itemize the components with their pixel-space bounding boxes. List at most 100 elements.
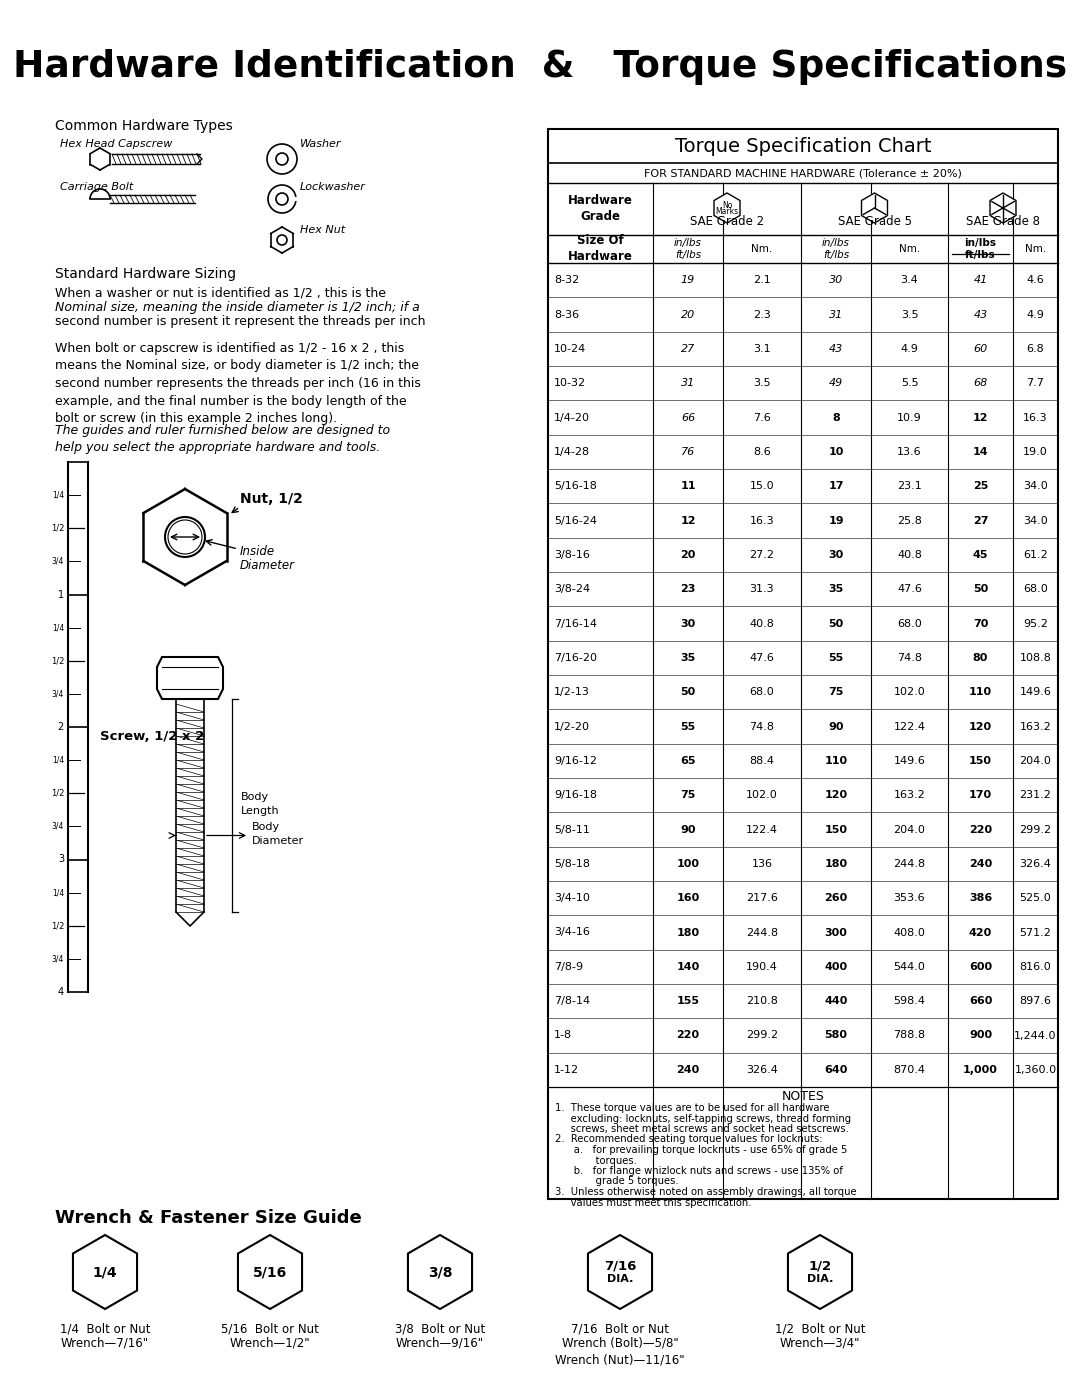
Text: 30: 30 [828,550,843,560]
Text: 600: 600 [969,961,993,972]
Text: Carriage Bolt: Carriage Bolt [60,182,133,191]
Text: 3/4: 3/4 [52,821,64,831]
Text: 580: 580 [824,1031,848,1041]
Text: 25: 25 [973,481,988,492]
Text: 4.9: 4.9 [1027,310,1044,320]
Text: 3/8-16: 3/8-16 [554,550,590,560]
Text: 35: 35 [828,584,843,594]
Text: 220: 220 [969,824,993,834]
Text: 8-36: 8-36 [554,310,579,320]
Text: Wrench—9/16": Wrench—9/16" [396,1337,484,1350]
Text: 400: 400 [824,961,848,972]
Text: 7/16: 7/16 [604,1260,636,1273]
Text: 2.  Recommended seating torque values for locknuts:: 2. Recommended seating torque values for… [555,1134,823,1144]
Text: 1/4: 1/4 [52,756,64,764]
Text: 326.4: 326.4 [1020,859,1052,869]
Text: 3/4-10: 3/4-10 [554,893,590,904]
Text: 1-12: 1-12 [554,1065,579,1074]
Text: values must meet this specification.: values must meet this specification. [555,1197,752,1207]
Text: Torque Specification Chart: Torque Specification Chart [675,137,931,155]
Text: 900: 900 [969,1031,993,1041]
Text: 190.4: 190.4 [746,961,778,972]
Text: 6.8: 6.8 [1027,344,1044,353]
Text: 420: 420 [969,928,993,937]
Text: 8: 8 [832,412,840,422]
Text: 11: 11 [680,481,696,492]
Text: 35: 35 [680,652,696,662]
Text: 10-24: 10-24 [554,344,586,353]
Text: When bolt or capscrew is identified as 1/2 - 16 x 2 , this
means the Nominal siz: When bolt or capscrew is identified as 1… [55,342,421,425]
Text: Body: Body [241,792,269,802]
Text: in/lbs
ft/lbs: in/lbs ft/lbs [822,239,850,260]
Text: 170: 170 [969,791,993,800]
Text: 7/8-14: 7/8-14 [554,996,590,1006]
Text: 108.8: 108.8 [1020,652,1052,662]
Text: Wrench—1/2": Wrench—1/2" [230,1337,310,1350]
Text: 4: 4 [58,988,64,997]
Text: 10-32: 10-32 [554,379,586,388]
Text: Hex Head Capscrew: Hex Head Capscrew [60,138,173,149]
Text: 34.0: 34.0 [1023,515,1048,525]
Text: Common Hardware Types: Common Hardware Types [55,119,233,133]
Text: 49: 49 [828,379,843,388]
Polygon shape [238,1235,302,1309]
Text: 25.8: 25.8 [897,515,922,525]
Text: 68: 68 [973,379,987,388]
Text: 816.0: 816.0 [1020,961,1051,972]
Text: No: No [721,201,732,210]
Text: 3.5: 3.5 [901,310,918,320]
Text: 7.6: 7.6 [753,412,771,422]
Text: 1/4  Bolt or Nut: 1/4 Bolt or Nut [59,1322,150,1336]
Text: 149.6: 149.6 [1020,687,1052,697]
Text: 75: 75 [680,791,696,800]
Text: 299.2: 299.2 [1020,824,1052,834]
Text: 60: 60 [973,344,987,353]
Text: 5/8-11: 5/8-11 [554,824,590,834]
Text: Marks: Marks [715,208,739,217]
Text: Size Of
Hardware: Size Of Hardware [568,235,633,264]
Text: 1/4: 1/4 [52,623,64,631]
Text: 1/2: 1/2 [809,1260,832,1273]
Text: 1/4-20: 1/4-20 [554,412,590,422]
Text: 180: 180 [676,928,700,937]
Text: 244.8: 244.8 [746,928,778,937]
Bar [548,129,1058,1199]
Text: 43: 43 [973,310,987,320]
Text: 571.2: 571.2 [1020,928,1052,937]
Text: 2.3: 2.3 [753,310,771,320]
Text: 1/2-20: 1/2-20 [554,721,590,732]
Text: 43: 43 [828,344,843,353]
Text: 525.0: 525.0 [1020,893,1051,904]
Text: 3/4: 3/4 [52,557,64,566]
Text: 1/2: 1/2 [51,524,64,532]
Text: 1/4-28: 1/4-28 [554,447,590,457]
Text: Hex Nut: Hex Nut [300,225,346,235]
Text: 110: 110 [969,687,993,697]
Text: 386: 386 [969,893,993,904]
Text: 102.0: 102.0 [746,791,778,800]
Text: 27.2: 27.2 [750,550,774,560]
Text: 299.2: 299.2 [746,1031,778,1041]
Text: Nominal size, meaning the inside diameter is 1/2 inch; if a: Nominal size, meaning the inside diamete… [55,300,420,314]
Text: 440: 440 [824,996,848,1006]
Text: 9/16-12: 9/16-12 [554,756,597,766]
Text: Wrench (Bolt)—5/8"
Wrench (Nut)—11/16": Wrench (Bolt)—5/8" Wrench (Nut)—11/16" [555,1337,685,1366]
Text: torques.: torques. [555,1155,637,1165]
Polygon shape [862,193,888,224]
Text: 20: 20 [680,310,696,320]
Text: 300: 300 [824,928,848,937]
Polygon shape [714,193,740,224]
Text: 88.4: 88.4 [750,756,774,766]
Text: 19: 19 [828,515,843,525]
Text: 120: 120 [969,721,993,732]
Text: 31: 31 [680,379,696,388]
Text: 1/2: 1/2 [51,657,64,665]
Text: 5/16-18: 5/16-18 [554,481,597,492]
Text: 7/16  Bolt or Nut: 7/16 Bolt or Nut [571,1322,669,1336]
Text: Washer: Washer [300,138,341,149]
Text: screws, sheet metal screws and socket head setscrews.: screws, sheet metal screws and socket he… [555,1125,849,1134]
Text: 1,244.0: 1,244.0 [1014,1031,1056,1041]
Text: 160: 160 [676,893,700,904]
Text: 102.0: 102.0 [893,687,926,697]
Text: Diameter: Diameter [252,837,305,847]
